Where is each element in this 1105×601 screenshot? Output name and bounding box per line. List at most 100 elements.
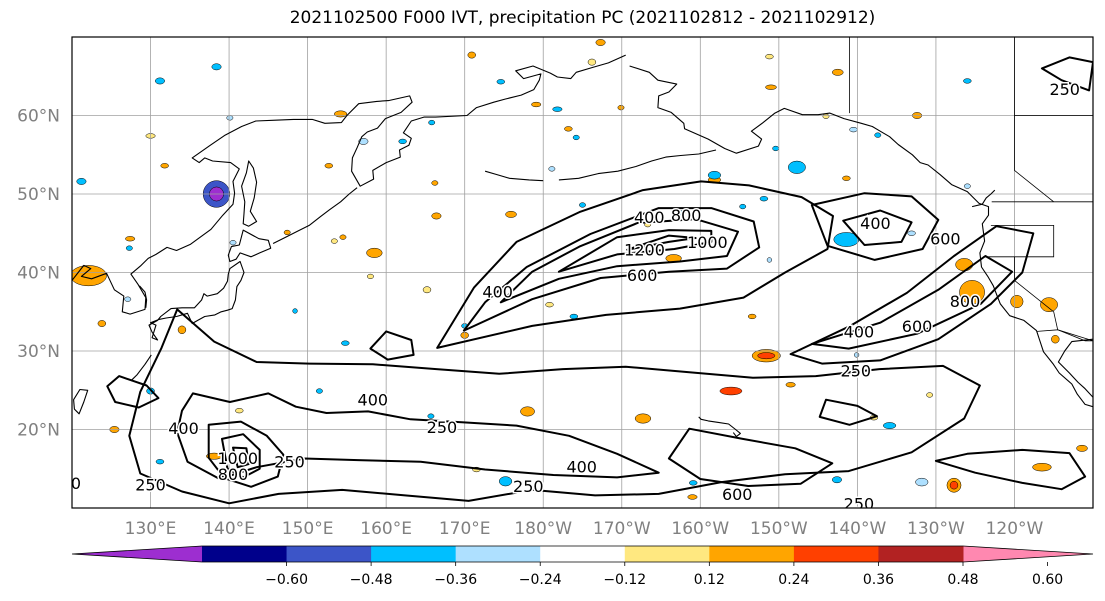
lat-label: 20°N bbox=[17, 421, 60, 441]
precip-blob bbox=[687, 494, 698, 500]
precip-blob bbox=[177, 325, 187, 334]
ivt-contour-250 bbox=[106, 375, 160, 409]
precip-blob bbox=[226, 115, 234, 121]
precip-blob bbox=[572, 134, 580, 141]
colorbar-extension-low bbox=[72, 546, 202, 562]
ivt-contour-label: 400 bbox=[844, 322, 875, 341]
ivt-contour-label: 800 bbox=[671, 206, 702, 225]
ivt-contour-250 bbox=[818, 398, 878, 426]
lon-label: 140°W bbox=[829, 519, 887, 539]
colorbar-outline bbox=[71, 545, 1094, 563]
ivt-contour-label: 600 bbox=[902, 317, 933, 336]
precip-blob bbox=[155, 459, 165, 465]
ivt-contour-label: 600 bbox=[930, 230, 961, 249]
coastline-hawaii bbox=[698, 416, 741, 438]
ivt-contour-label: 600 bbox=[722, 485, 753, 504]
precip-blob bbox=[339, 234, 347, 240]
precip-blob bbox=[759, 196, 769, 202]
lon-label: 170°W bbox=[593, 519, 651, 539]
lat-label: 60°N bbox=[17, 107, 60, 127]
precip-blob bbox=[125, 236, 136, 242]
ivt-contour-1000 bbox=[232, 446, 250, 469]
precip-blob bbox=[545, 302, 554, 308]
colorbar-tick-label: −0.48 bbox=[350, 572, 393, 588]
ivt-contour-label: 250 bbox=[513, 477, 544, 496]
precip-blob bbox=[822, 113, 830, 119]
precip-blob bbox=[206, 452, 223, 460]
ivt-contour-250 bbox=[934, 448, 1087, 491]
lon-label: 180°W bbox=[514, 519, 572, 539]
lon-label: 130°W bbox=[907, 519, 965, 539]
precip-blob bbox=[341, 340, 350, 346]
precip-blob bbox=[634, 413, 652, 424]
ivt-contour-label: 1000 bbox=[687, 233, 728, 252]
ivt-contour-250 bbox=[128, 308, 981, 505]
axis-labels: 60°N 50°N 40°N 30°N 20°N 130°E 140°E 150°E 160°E… bbox=[17, 107, 1043, 540]
map-frame bbox=[71, 36, 1094, 509]
lon-label: 140°E bbox=[203, 519, 255, 539]
ivt-contour-label: 250 bbox=[844, 494, 875, 513]
precip-blob bbox=[366, 247, 383, 258]
precip-blob bbox=[292, 308, 298, 314]
border-us-state-west bbox=[983, 225, 1055, 258]
coastline-kuril-islands bbox=[272, 187, 358, 244]
precip-blob bbox=[1010, 295, 1024, 309]
coastline-sakhalin bbox=[241, 160, 258, 227]
lat-label: 50°N bbox=[17, 185, 60, 205]
precip-blob bbox=[124, 296, 132, 302]
precip-blob bbox=[757, 352, 776, 360]
precip-blob bbox=[579, 202, 586, 208]
precip-blob bbox=[1032, 463, 1052, 472]
precip-blob bbox=[788, 160, 806, 174]
precip-blob bbox=[883, 422, 897, 429]
ivt-contour-250 bbox=[1040, 56, 1093, 92]
precip-blob bbox=[1040, 297, 1058, 312]
ivt-contour-800 bbox=[221, 433, 261, 479]
border-us-state-south bbox=[1014, 256, 1093, 342]
ivt-contour-label: 800 bbox=[218, 465, 249, 484]
precip-blob bbox=[907, 230, 916, 236]
precip-blob bbox=[229, 240, 237, 246]
coastlines bbox=[72, 37, 1093, 438]
colorbar-tick-label: 0.36 bbox=[863, 572, 894, 588]
precip-blob bbox=[765, 84, 777, 90]
precip-blob bbox=[431, 180, 439, 186]
precip-blob bbox=[617, 105, 625, 111]
colorbar-tick-label: −0.36 bbox=[434, 572, 477, 588]
precip-blob bbox=[76, 178, 87, 185]
precipitation-layer bbox=[72, 39, 1088, 500]
precip-blob bbox=[853, 352, 860, 358]
ivt-contour-label: 250 bbox=[841, 362, 872, 381]
precip-blob bbox=[949, 481, 959, 490]
precip-blob bbox=[334, 110, 348, 118]
ivt-contour-label: 250 bbox=[274, 453, 305, 472]
precip-blob bbox=[160, 163, 169, 169]
graticule bbox=[72, 37, 1093, 508]
coastline-korea-east-coast bbox=[139, 285, 148, 308]
precip-blob bbox=[211, 63, 222, 71]
precip-blob bbox=[689, 480, 698, 486]
coastline-japan-hokkaido bbox=[227, 229, 272, 263]
ivt-contour-label: 1200 bbox=[624, 241, 665, 260]
colorbar-segment bbox=[709, 546, 795, 562]
precip-blob bbox=[235, 408, 244, 414]
precip-blob bbox=[707, 170, 721, 180]
precip-blob bbox=[72, 265, 107, 287]
ivt-contour-label: 800 bbox=[950, 292, 981, 311]
border-mexico-border bbox=[1037, 329, 1093, 342]
ivt-contour-400 bbox=[462, 207, 761, 332]
precip-blob bbox=[520, 406, 535, 417]
precip-blob bbox=[765, 54, 774, 60]
colorbar-tick-label: 0.48 bbox=[947, 572, 978, 588]
coastline-aleutians-east bbox=[558, 149, 717, 181]
ivt-contour-600 bbox=[499, 218, 739, 304]
lon-label: 160°W bbox=[671, 519, 729, 539]
lon-label: 160°E bbox=[360, 519, 412, 539]
ivt-contour-label: 600 bbox=[627, 266, 658, 285]
precip-blob bbox=[785, 382, 796, 388]
colorbar-tick-label: 0.60 bbox=[1032, 572, 1063, 588]
ivt-contour-label: 250 bbox=[135, 475, 166, 494]
colorbar-tick-label: −0.12 bbox=[603, 572, 646, 588]
precip-blob bbox=[1076, 444, 1088, 452]
